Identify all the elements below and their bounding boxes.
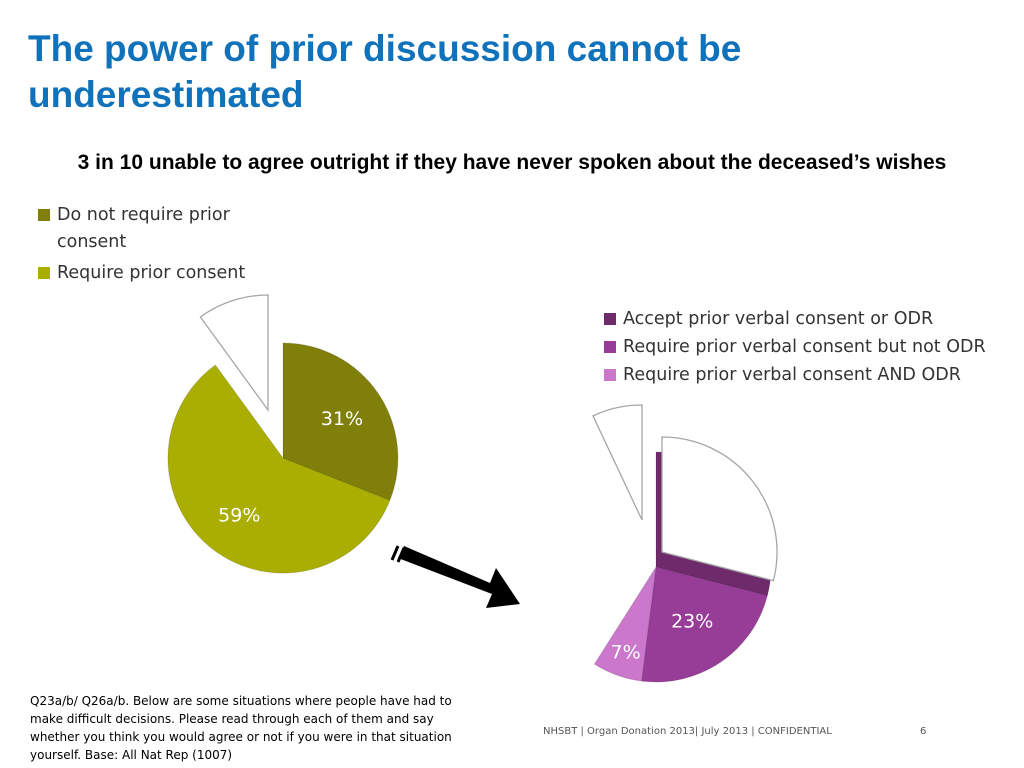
pie-slice-require-prior-verbal-consent-but-not-odr [641, 566, 769, 683]
pie-slice-do-not-require-prior-consent [282, 342, 399, 501]
arrow-tail-stripe [396, 547, 406, 563]
legend-swatch [38, 209, 50, 221]
slide-subtitle: 3 in 10 unable to agree outright if they… [77, 151, 947, 174]
data-label-require-prior-verbal-consent-but-not-odr: 23% [671, 610, 713, 632]
data-label-require-prior-verbal-consent-and-odr: 7% [611, 641, 641, 663]
legend-item-require-verbal-not-odr: Require prior verbal consent but not ODR [604, 334, 1024, 361]
legend-label: Require prior verbal consent but not ODR [623, 337, 986, 357]
legend-label: Accept prior verbal consent or ODR [623, 309, 934, 329]
slide-title: The power of prior discussion cannot be … [28, 28, 742, 115]
pie-slice-require-prior-consent [167, 364, 391, 574]
legend-label: Require prior consent [57, 263, 246, 283]
data-label-do-not-require-prior-consent: 31% [321, 408, 363, 430]
legend-item-accept-prior-verbal-consent-or-odr: Accept prior verbal consent or ODR [604, 306, 1024, 333]
legend-item-require-verbal-and-odr: Require prior verbal consent AND ODR [604, 362, 1024, 389]
footer-text: NHSBT | Organ Donation 2013| July 2013 |… [543, 726, 832, 737]
pie-slice-exploded-remainder [661, 436, 778, 582]
legend-swatch [604, 341, 616, 353]
legend-swatch [38, 267, 50, 279]
legend-label: Require prior verbal consent AND ODR [623, 365, 961, 385]
arrow-tail-stripe [390, 545, 400, 561]
pie-slice-exploded-remainder [592, 404, 643, 521]
legend-item-require-prior-consent: Require prior consent [38, 260, 278, 287]
legend-item-do-not-require-prior-consent: Do not require prior consent [38, 202, 278, 256]
pie-slice-require-prior-verbal-consent-and-odr [593, 566, 657, 682]
pie-chart-verbal-consent-odr: 29%23%7% [592, 404, 778, 683]
arrow-shape [398, 546, 520, 608]
page-number: 6 [920, 726, 927, 737]
legend-swatch [604, 369, 616, 381]
data-label-require-prior-consent: 59% [218, 504, 260, 526]
legend-swatch [604, 313, 616, 325]
arrow-icon [390, 545, 520, 608]
legend-label: Do not require prior consent [57, 205, 230, 252]
pie-chart-prior-consent: 31% 59% [167, 294, 399, 574]
footnote: Q23a/b/ Q26a/b. Below are some situation… [30, 694, 452, 762]
chart1-legend: Do not require prior consent Require pri… [38, 202, 278, 287]
pie-slice-exploded-remainder [199, 294, 269, 412]
chart2-legend: Accept prior verbal consent or ODR Requi… [604, 306, 1024, 389]
